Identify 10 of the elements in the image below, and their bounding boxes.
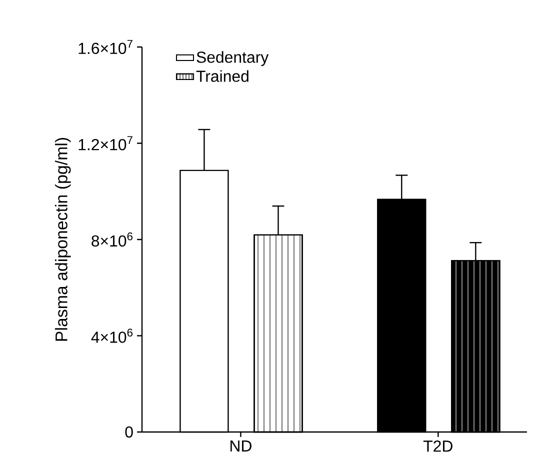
y-tick-label: 1.2×10$^{7}$ [78, 136, 132, 150]
x-tick-label: ND [230, 440, 252, 452]
x-tick-label: T2D [423, 440, 452, 452]
y-axis-title: Plasma adiponectin (pg/ml) [54, 138, 71, 341]
y-tick-label: 0 [125, 426, 133, 438]
y-tick-label: 8×10$^{6}$ [92, 232, 133, 247]
y-tick-label: 1.6×10$^{7}$ [78, 40, 132, 54]
y-tick-label: 4×10$^{6}$ [91, 328, 133, 343]
legend-label: Trained [196, 70, 248, 82]
legend-label: Sedentary [196, 51, 269, 66]
